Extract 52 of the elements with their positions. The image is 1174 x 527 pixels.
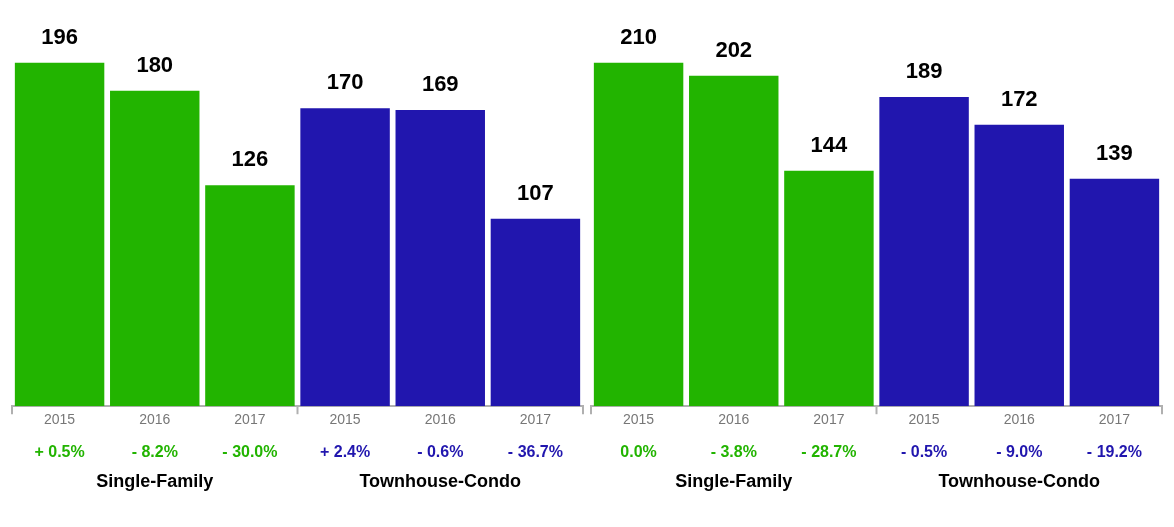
text: Townhouse-Condo	[938, 471, 1101, 492]
bar	[974, 124, 1064, 407]
data-label: 196	[41, 23, 78, 49]
bar	[879, 97, 969, 407]
text: Single-Family	[675, 471, 793, 492]
x-tick-label: 2016	[424, 411, 457, 428]
bar	[110, 90, 200, 407]
x-tick-label: 2016	[1003, 411, 1036, 428]
data-label: 210	[620, 23, 657, 49]
x-tick-label: 2015	[623, 411, 655, 428]
text: - 28.7%	[801, 442, 857, 460]
x-tick-label: 2017	[519, 411, 552, 428]
x-tick-label: 2017	[1098, 411, 1131, 428]
text: - 3.8%	[710, 442, 757, 460]
data-label: 172	[1000, 85, 1038, 111]
data-label: 180	[136, 51, 174, 77]
text: Townhouse-Condo	[359, 471, 522, 492]
text: - 9.0%	[996, 442, 1043, 460]
x-tick-label: 2015	[44, 411, 76, 428]
bar	[689, 75, 779, 407]
text: 0.0%	[620, 442, 657, 460]
x-tick-label: 2016	[718, 411, 750, 428]
data-label: 107	[517, 179, 554, 205]
bar	[14, 62, 105, 407]
x-tick-label: 2017	[813, 411, 845, 428]
data-label: 139	[1096, 139, 1133, 165]
data-label: 126	[231, 146, 269, 172]
bar	[784, 170, 874, 407]
text: - 8.2%	[131, 442, 178, 460]
bar	[205, 185, 295, 407]
text: + 0.5%	[34, 442, 85, 460]
data-label: 144	[810, 131, 849, 157]
bar	[300, 108, 390, 407]
x-tick-label: 2015	[329, 411, 361, 428]
text: - 19.2%	[1086, 442, 1142, 460]
x-tick-label: 2017	[234, 411, 266, 428]
text: + 2.4%	[319, 442, 371, 460]
text: - 36.7%	[507, 442, 563, 460]
data-label: 202	[715, 36, 753, 62]
bar	[1069, 178, 1160, 407]
text: - 0.6%	[417, 442, 464, 460]
data-label: 169	[421, 71, 459, 97]
x-tick-label: 2015	[908, 411, 940, 428]
text: - 30.0%	[222, 442, 278, 460]
bar	[490, 218, 581, 407]
data-label: 189	[905, 58, 943, 84]
text: - 0.5%	[900, 442, 948, 460]
x-tick-label: 2016	[139, 411, 171, 428]
bar	[593, 62, 684, 407]
bar	[395, 109, 485, 407]
data-label: 170	[326, 69, 364, 95]
text: Single-Family	[96, 471, 214, 492]
